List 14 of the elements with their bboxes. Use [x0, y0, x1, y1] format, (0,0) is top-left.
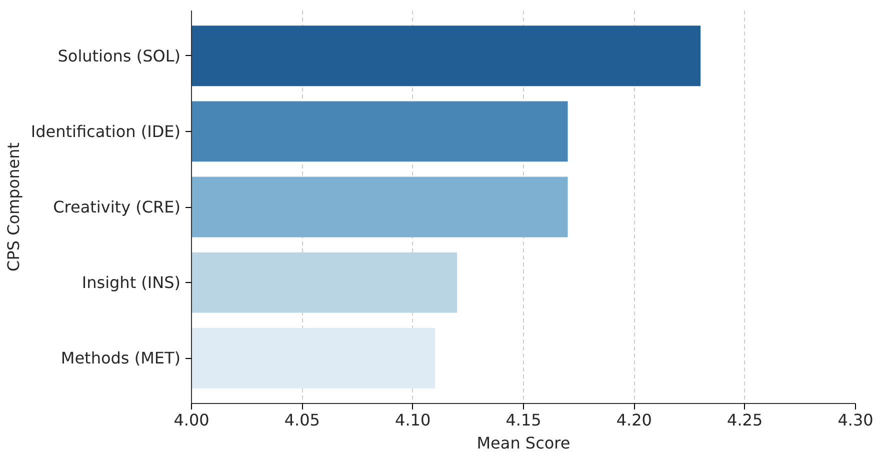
x-tick-label: 4.20 — [616, 410, 652, 430]
y-tick-label: Insight (INS) — [82, 273, 180, 292]
x-tick-label: 4.25 — [727, 410, 763, 430]
y-tick-label: Methods (MET) — [60, 348, 181, 368]
x-tick-label: 4.10 — [395, 410, 431, 430]
y-axis-title: CPS Component — [4, 142, 23, 272]
y-tick-label: Creativity (CRE) — [53, 198, 180, 216]
y-tick-label: Identification (IDE) — [30, 122, 180, 141]
x-axis-title: Mean Score — [476, 434, 570, 452]
x-tick-label: 4.05 — [284, 410, 320, 430]
x-tick-label: 4.00 — [174, 410, 210, 430]
x-tick-label: 4.15 — [506, 410, 542, 430]
x-tick-label: 4.30 — [838, 410, 874, 430]
y-tick-label: Solutions (SOL) — [58, 46, 180, 66]
